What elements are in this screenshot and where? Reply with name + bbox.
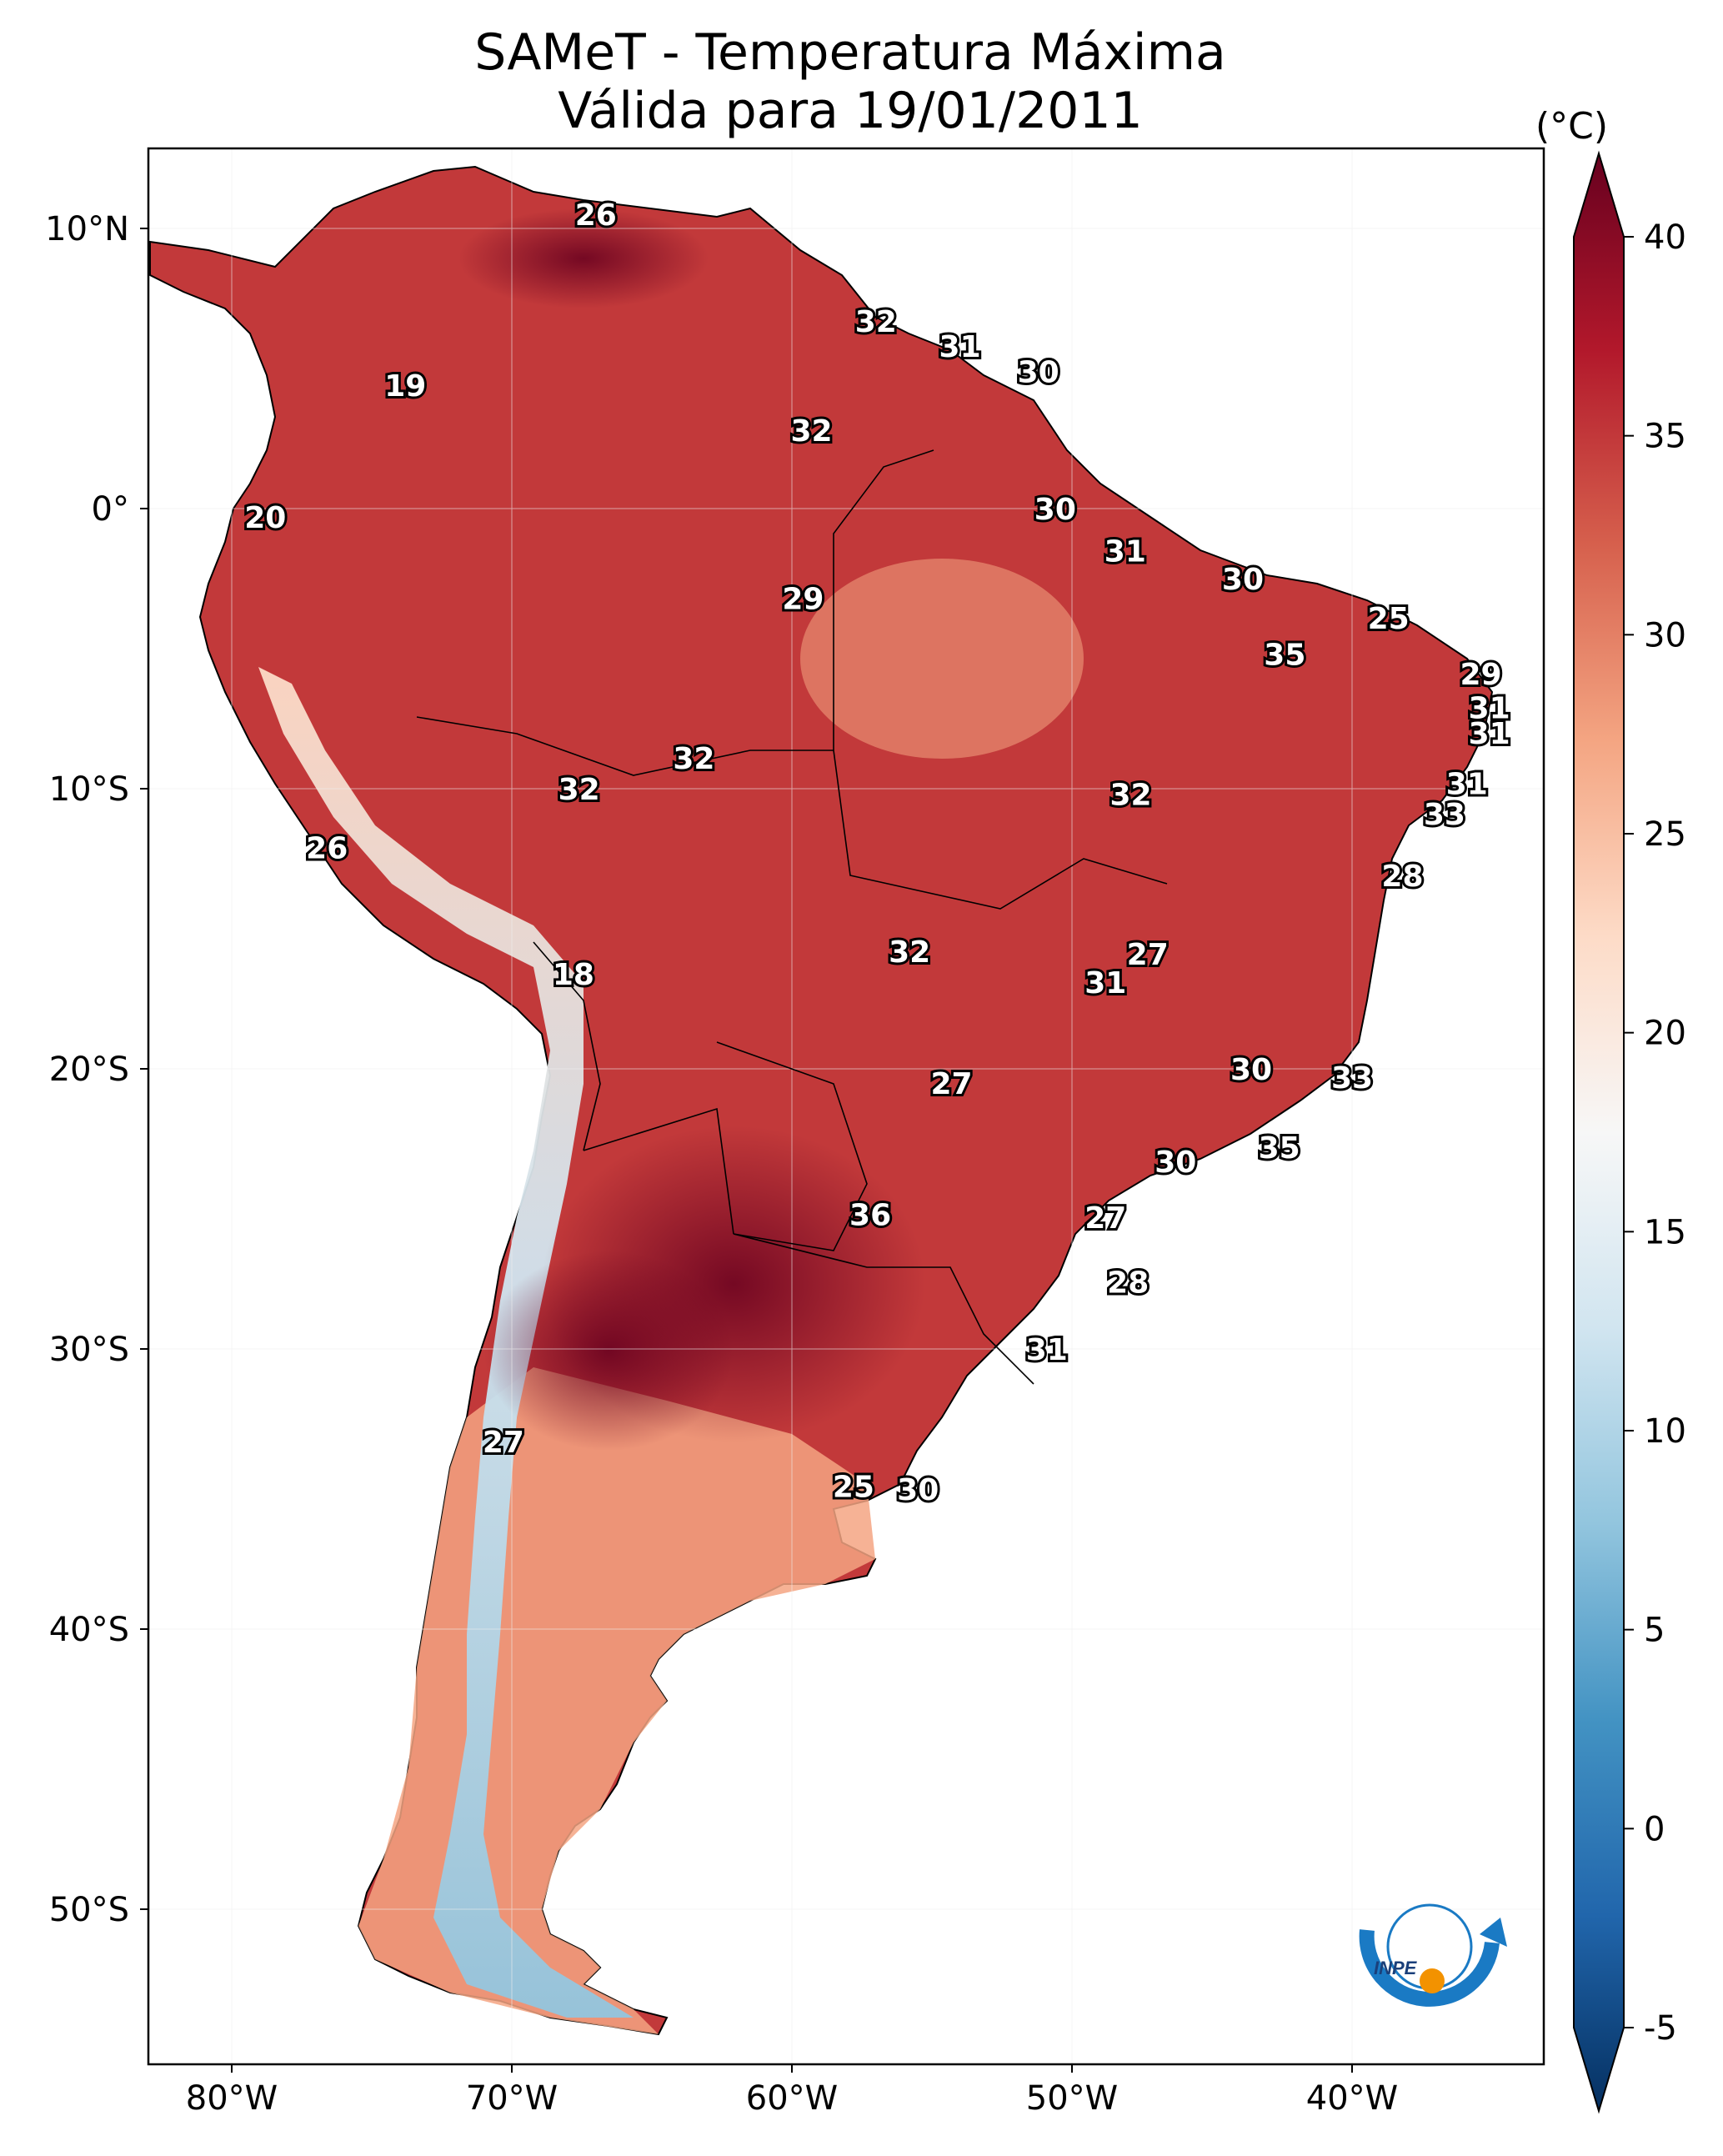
longitude-ticks: 80°W 70°W 60°W 50°W 40°W [186,2064,1398,2118]
colorbar-unit: (°C) [1535,105,1609,148]
colorbar-tick-label: 35 [1644,418,1686,456]
temperature-label: 31 [1026,1333,1068,1367]
lat-tick-label: 50°S [49,1891,129,1929]
temperature-label: 27 [483,1426,524,1460]
latitude-ticks: 10°N 0° 10°S 20°S 30°S 40°S 50°S [45,210,148,1929]
temperature-label: 31 [1104,534,1146,569]
logo-arc [1359,1929,1500,2007]
temperature-label: 26 [575,198,617,233]
temperature-label: 32 [1110,779,1152,813]
temperature-label: 28 [1381,860,1423,894]
central-brazil-cooler-area [800,559,1084,759]
temperature-label: 30 [1018,355,1059,389]
lat-tick-label: 30°S [49,1331,129,1369]
venezuela-hotspot [458,208,709,308]
temperature-label: 31 [1084,966,1126,1000]
colorbar: 40 35 30 25 20 15 10 5 0 -5 [1573,150,1686,2114]
lat-tick-label: 0° [92,490,129,529]
lon-tick-label: 50°W [1026,2079,1118,2118]
lat-tick-label: 40°S [49,1611,129,1649]
temperature-label: 25 [833,1471,874,1505]
temperature-label: 26 [306,832,348,866]
temperature-label: 31 [1446,767,1488,801]
colorbar-tick-label: 0 [1644,1810,1665,1848]
lat-tick-label: 10°S [49,770,129,809]
map-frame [147,147,1545,2066]
argentina-hotspot [483,1251,734,1451]
temperature-label: 25 [1368,602,1410,636]
colorbar-ticks: 40 35 30 25 20 15 10 5 0 -5 [1624,218,1686,2048]
lon-tick-label: 60°W [746,2079,838,2118]
temperature-label: 36 [849,1199,891,1233]
temperature-label: 29 [1460,658,1502,692]
map-title-line2: Válida para 19/01/2011 [558,82,1143,140]
temperature-label: 35 [1264,639,1305,673]
logo-dot [1420,1968,1445,1993]
temperature-label: 30 [1230,1053,1272,1087]
logo-arrow-icon [1480,1918,1507,1947]
lon-tick-label: 40°W [1306,2079,1398,2118]
lat-tick-label: 10°N [45,210,129,248]
temperature-label: 27 [930,1067,972,1101]
temperature-label: 32 [558,773,600,807]
temperature-label: 31 [939,330,981,364]
temperature-label: 27 [1084,1201,1126,1236]
country-borders [416,449,1168,1385]
temperature-label: 30 [1155,1146,1196,1180]
temperature-label: 28 [1107,1266,1149,1300]
temperature-label: 18 [553,958,594,992]
inpe-logo: INPE [1359,1903,1507,2007]
lon-tick-label: 80°W [186,2079,278,2118]
temperature-label: 32 [889,935,930,970]
map-area [148,148,1544,2064]
temperature-label: 30 [897,1473,939,1507]
temperature-label: 29 [782,583,824,617]
temperature-label: 33 [1424,798,1465,832]
lat-tick-label: 20°S [49,1050,129,1089]
temperature-label: 33 [1331,1061,1373,1096]
temperature-label: 27 [1127,938,1169,972]
colorbar-tick-label: 5 [1644,1612,1665,1650]
temperature-label: 35 [1259,1131,1300,1166]
lon-tick-label: 70°W [466,2079,558,2118]
map-title-line1: SAMeT - Temperatura Máxima [474,23,1226,82]
temperature-label: 31 [1469,717,1510,751]
temperature-label: 32 [673,742,714,776]
colorbar-tick-label: 30 [1644,616,1686,654]
colorbar-tick-label: 40 [1644,218,1686,257]
graticule [148,148,1544,2064]
temperature-label: 20 [244,501,286,535]
temperature-label: 31 [1469,692,1510,726]
temperature-label: 19 [384,369,426,404]
colorbar-tick-label: 20 [1644,1015,1686,1053]
temperature-label: 32 [855,305,897,339]
colorbar-body [1573,150,1625,2114]
temperature-label: 30 [1222,563,1264,597]
colorbar-tick-label: 10 [1644,1412,1686,1451]
colorbar-tick-label: 25 [1644,815,1686,854]
logo-text: INPE [1374,1958,1418,1978]
temperature-label: 32 [790,414,832,449]
colorbar-tick-label: -5 [1644,2009,1677,2048]
temperature-label: 30 [1034,493,1076,527]
colorbar-tick-label: 15 [1644,1213,1686,1251]
